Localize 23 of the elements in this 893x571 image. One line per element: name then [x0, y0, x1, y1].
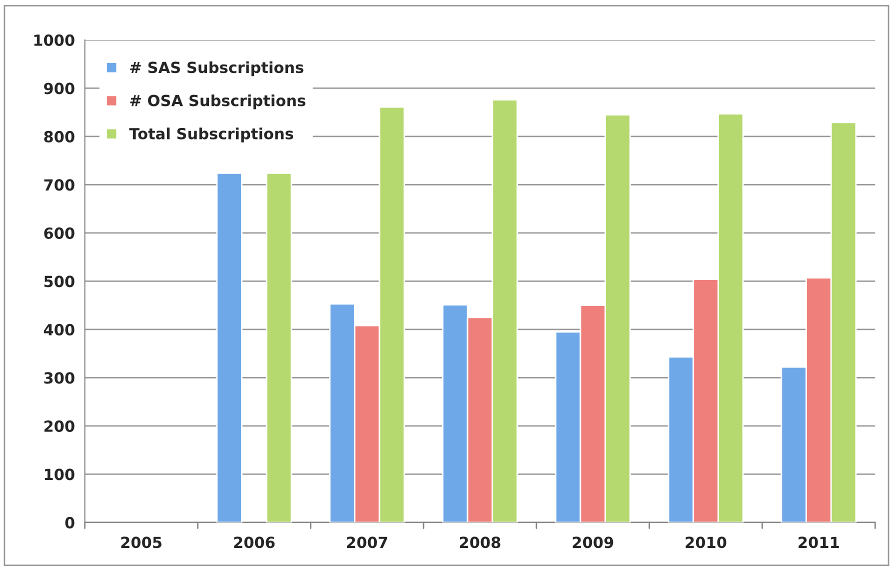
- y-tick-label: 100: [44, 468, 74, 480]
- y-tick-label: 300: [44, 372, 74, 384]
- x-tick-label: 2009: [572, 536, 614, 548]
- y-tick-label: 0: [65, 516, 74, 528]
- bar: [216, 172, 242, 522]
- y-tick-label: 200: [44, 420, 74, 432]
- y-tick-label: 400: [44, 324, 74, 336]
- y-tick-label: 1000: [34, 34, 74, 46]
- x-tick-label: 2008: [460, 536, 500, 548]
- x-tick-label: 2010: [686, 536, 726, 548]
- x-tick-label: 2007: [347, 536, 388, 548]
- bar: [266, 172, 292, 522]
- y-tick-label: 900: [44, 82, 74, 94]
- legend-label: # OSA Subscriptions: [130, 94, 306, 110]
- legend-label: Total Subscriptions: [129, 128, 294, 142]
- x-tick-label: 2011: [798, 536, 839, 548]
- x-tick-label: 2005: [121, 536, 162, 548]
- y-tick-label: 700: [44, 179, 74, 191]
- y-tick-label: 800: [44, 130, 74, 142]
- y-tick-label: 600: [44, 227, 74, 239]
- x-tick-label: 2006: [234, 536, 275, 548]
- y-tick-label: 500: [44, 276, 74, 288]
- legend-label: # SAS Subscriptions: [130, 61, 304, 76]
